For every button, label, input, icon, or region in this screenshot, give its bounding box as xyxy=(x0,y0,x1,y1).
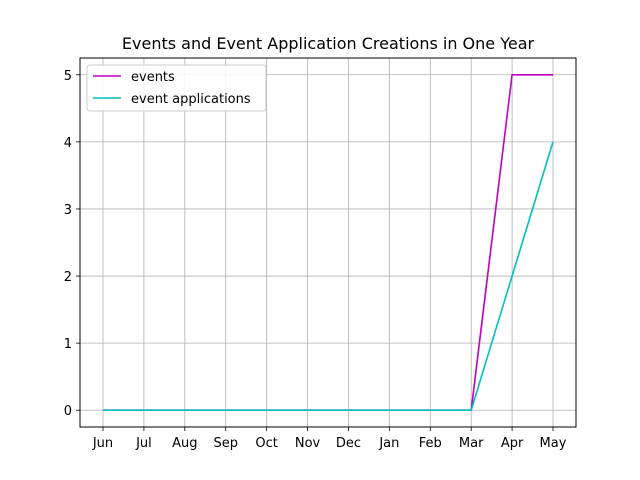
y-tick-label: 2 xyxy=(64,270,72,285)
grid xyxy=(80,58,576,427)
legend: events event applications xyxy=(86,64,267,112)
plot-frame xyxy=(79,57,577,428)
y-tick-label: 0 xyxy=(64,404,72,419)
x-tick-label: Nov xyxy=(295,436,321,451)
x-tick-label: Feb xyxy=(419,436,442,451)
x-tick-label: May xyxy=(540,436,567,451)
axis-ticks: Jun Jul Aug Sep Oct Nov Dec Jan Feb Mar Apr May 0 1 2 3… xyxy=(64,69,567,451)
legend-box xyxy=(86,64,267,112)
x-tick-label: Oct xyxy=(255,436,277,451)
legend-label: event applications xyxy=(131,92,251,107)
x-tick-label: Jul xyxy=(135,436,152,451)
x-tick-label: Aug xyxy=(172,436,197,451)
legend-label: events xyxy=(131,70,175,85)
y-tick-label: 5 xyxy=(64,69,72,84)
x-tick-label: Apr xyxy=(501,436,524,451)
x-tick-label: Sep xyxy=(213,436,238,451)
y-tick-label: 3 xyxy=(64,203,72,218)
x-tick-label: Jun xyxy=(92,436,113,451)
chart-title: Events and Event Application Creations i… xyxy=(122,34,535,53)
x-tick-label: Jan xyxy=(378,436,399,451)
series-layer xyxy=(103,73,554,412)
x-tick-label: Mar xyxy=(459,436,484,451)
y-tick-label: 1 xyxy=(64,337,72,352)
y-tick-label: 4 xyxy=(64,136,72,151)
series-line-1 xyxy=(103,141,554,412)
x-tick-label: Dec xyxy=(336,436,361,451)
